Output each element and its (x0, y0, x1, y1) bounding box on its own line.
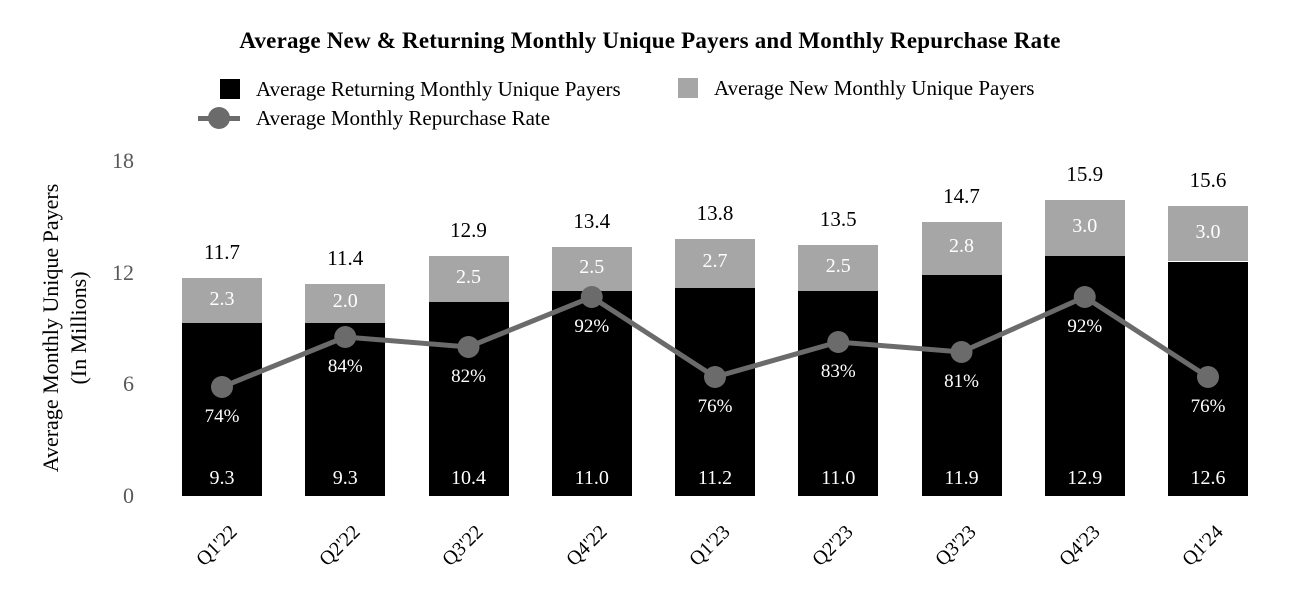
y-tick-label: 12 (112, 259, 134, 285)
legend-item-repurchase: Average Monthly Repurchase Rate (198, 105, 551, 130)
returning-swatch-icon (220, 79, 240, 99)
returning-bar-segment: 12.9 (1044, 255, 1125, 496)
returning-value-label: 11.0 (574, 466, 609, 489)
y-axis-title: Average Monthly Unique Payers (In Millio… (37, 158, 93, 498)
new-bar-segment: 3.0 (1168, 205, 1248, 262)
repurchase-rate-label: 82% (451, 366, 486, 387)
new-value-label: 2.5 (825, 255, 851, 277)
returning-value-label: 12.6 (1190, 467, 1226, 489)
repurchase-rate-label: 84% (327, 356, 363, 377)
returning-bar-segment: 9.3 (305, 322, 386, 496)
x-axis-category-label: Q2'22 (315, 521, 365, 571)
total-value-label: 14.7 (943, 184, 980, 209)
repurchase-rate-label: 76% (1190, 396, 1226, 417)
new-value-label: 2.5 (579, 255, 605, 278)
new-bar-segment: 2.7 (675, 239, 755, 288)
new-bar-segment: 2.5 (551, 246, 632, 292)
x-axis-category-label: Q1'22 (192, 521, 242, 571)
x-axis-category-label: Q4'22 (561, 521, 612, 571)
total-value-label: 13.8 (696, 201, 734, 226)
new-value-label: 2.7 (702, 250, 728, 273)
total-value-label: 12.9 (450, 217, 487, 242)
new-value-label: 2.3 (209, 287, 235, 310)
legend-label-returning: Average Returning Monthly Unique Payers (256, 76, 621, 101)
repurchase-rate-label: 76% (697, 396, 733, 417)
repurchase-rate-label: 92% (1067, 316, 1103, 337)
x-axis-category-label: Q4'23 (1054, 521, 1105, 571)
new-bar-segment: 2.5 (428, 255, 509, 303)
total-value-label: 15.6 (1189, 167, 1227, 192)
x-axis-category-label: Q1'23 (685, 521, 735, 571)
new-bar-segment: 2.3 (182, 278, 262, 323)
x-axis-category-label: Q2'23 (808, 521, 858, 571)
x-axis-category-label: Q3'23 (931, 521, 982, 571)
returning-bar-segment: 10.4 (428, 302, 509, 496)
x-axis-category-label: Q3'22 (438, 521, 489, 571)
x-axis-category-label: Q1'24 (1178, 521, 1228, 571)
returning-bar-segment: 12.6 (1168, 261, 1248, 496)
total-value-label: 13.4 (573, 208, 611, 233)
new-value-label: 2.8 (949, 235, 974, 258)
total-value-label: 11.4 (327, 245, 364, 270)
returning-bar-segment: 11.0 (798, 291, 879, 496)
new-value-label: 3.0 (1195, 220, 1221, 243)
returning-value-label: 10.4 (451, 466, 486, 489)
y-tick-label: 18 (112, 148, 134, 173)
returning-value-label: 9.3 (209, 466, 235, 489)
legend-item-new: Average New Monthly Unique Payers (678, 75, 1035, 100)
legend-label-repurchase: Average Monthly Repurchase Rate (256, 105, 551, 130)
new-swatch-icon (678, 78, 698, 98)
y-axis-title-line1: Average Monthly Unique Payers (38, 183, 63, 473)
y-tick-label: 6 (123, 371, 134, 397)
new-bar-segment: 3.0 (1044, 200, 1125, 256)
y-tick-label: 0 (123, 483, 134, 508)
repurchase-rate-label: 74% (204, 406, 240, 427)
new-bar-segment: 2.0 (305, 283, 386, 323)
chart-title: Average New & Returning Monthly Unique P… (239, 28, 1061, 53)
legend-label-new: Average New Monthly Unique Payers (714, 75, 1035, 100)
new-bar-segment: 2.8 (921, 222, 1002, 275)
repurchase-rate-label: 83% (820, 361, 856, 382)
returning-value-label: 11.9 (944, 466, 979, 489)
new-value-label: 2.0 (332, 290, 358, 313)
total-value-label: 15.9 (1066, 162, 1104, 187)
repurchase-rate-label: 92% (574, 316, 610, 337)
returning-value-label: 11.2 (697, 466, 733, 489)
returning-value-label: 9.3 (332, 466, 358, 489)
legend-item-returning: Average Returning Monthly Unique Payers (220, 76, 621, 101)
new-bar-segment: 2.5 (798, 244, 879, 292)
new-value-label: 2.5 (456, 266, 481, 289)
returning-bar-segment: 11.2 (675, 287, 755, 496)
y-axis-title-line2: (In Millions) (65, 271, 91, 385)
repurchase-rate-label: 81% (944, 371, 979, 392)
total-value-label: 11.7 (204, 240, 240, 265)
new-value-label: 3.0 (1072, 214, 1098, 237)
returning-value-label: 12.9 (1067, 466, 1103, 489)
returning-value-label: 11.0 (821, 466, 856, 489)
total-value-label: 13.5 (819, 206, 857, 231)
line-marker-icon (198, 107, 240, 129)
